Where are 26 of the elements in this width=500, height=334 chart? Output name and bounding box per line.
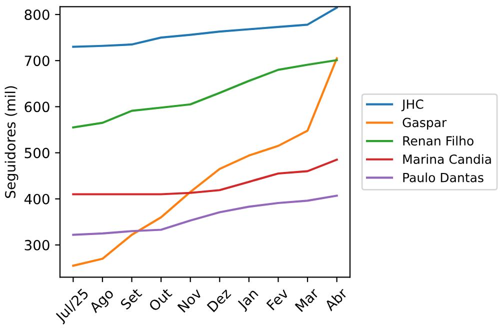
line-series (72, 57, 338, 267)
line-series (72, 6, 338, 48)
x-tick-label: Abr (324, 286, 348, 312)
legend-label: Paulo Dantas (403, 172, 484, 182)
y-tick-label: 400 (24, 194, 50, 204)
legend-label: Gaspar (402, 118, 447, 130)
line-series (72, 158, 338, 196)
y-tick-label: 500 (24, 148, 50, 158)
line-series (72, 59, 338, 128)
x-tick-label: Set (120, 287, 142, 310)
x-tick-label: Nov (177, 288, 202, 313)
x-tick-label: Ago (88, 288, 116, 316)
legend-label: Marina Candia (403, 154, 491, 164)
y-tick-label: 300 (24, 240, 50, 250)
legend-label: JHC (401, 99, 424, 112)
x-tick-label: Mar (294, 287, 320, 312)
x-tick-label: Out (148, 287, 173, 312)
x-tick-label: Jan (236, 288, 260, 312)
legend-label: Renan Filho (403, 136, 474, 146)
y-axis-title: Seguidores (mil) (4, 86, 18, 198)
y-tick-label: 700 (24, 56, 50, 66)
y-tick-label: 600 (24, 102, 50, 112)
x-tick-label: Dez (206, 288, 232, 312)
y-tick-label: 800 (24, 9, 50, 20)
x-tick-label: Fev (266, 288, 290, 311)
line-series (72, 194, 338, 236)
